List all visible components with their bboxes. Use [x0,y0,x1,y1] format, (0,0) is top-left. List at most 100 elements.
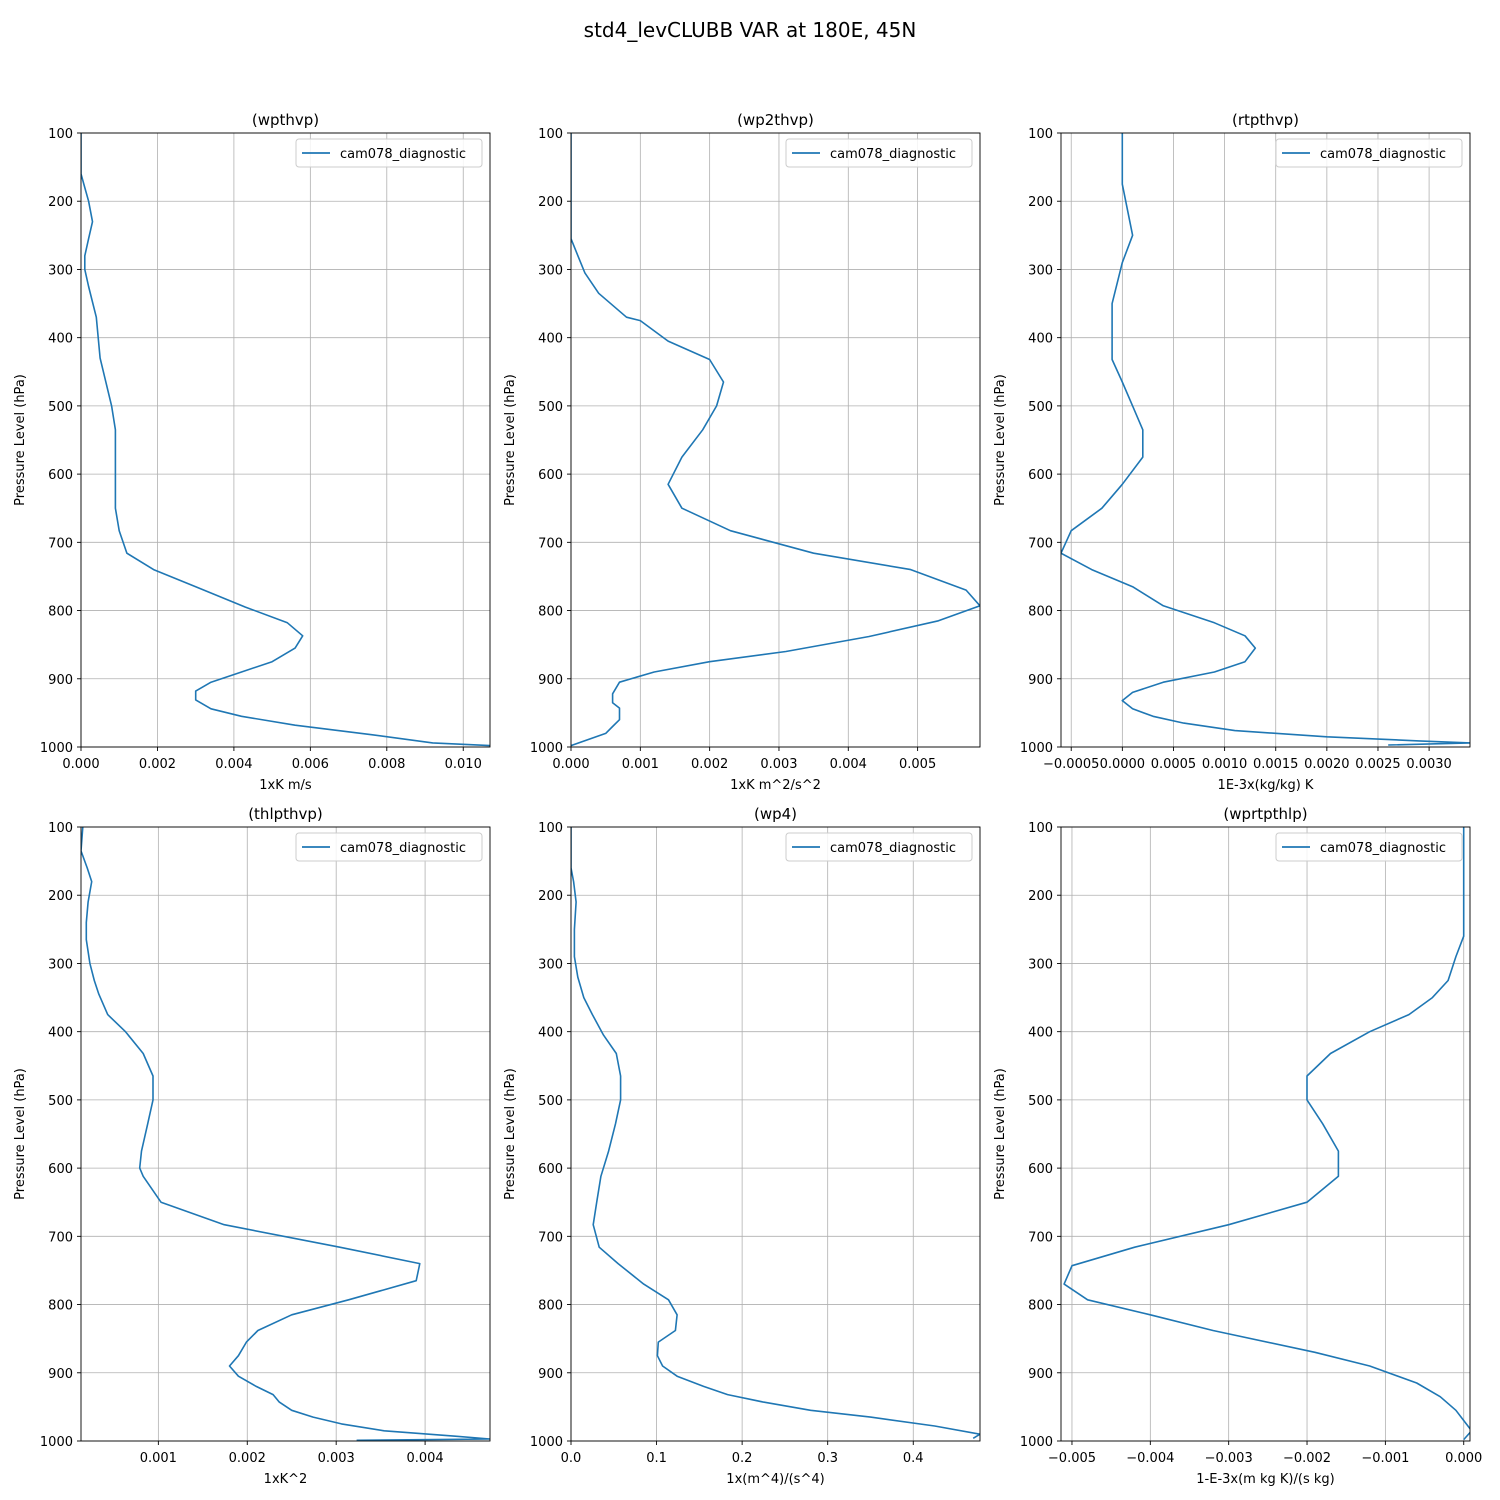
subplot-title: (wprtpthlp) [1223,805,1307,823]
y-tick-label: 800 [538,1299,563,1314]
y-tick-label: 200 [48,195,73,210]
y-tick-label: 300 [538,263,563,278]
x-tick-label: 0.004 [406,1451,443,1466]
x-tick-label: 0.002 [139,757,176,772]
y-tick-label: 100 [48,127,73,142]
x-tick-label: 0.0 [561,1451,582,1466]
x-tick-label: 0.006 [292,757,329,772]
x-tick-label: 0.0020 [1304,757,1350,772]
y-tick-label: 100 [538,821,563,836]
axes-frame [1060,826,1471,1442]
x-axis-label: 1-E-3x(m kg K)/(s kg) [1196,1472,1334,1487]
series-line-1 [571,827,980,1439]
y-tick-label: 800 [538,605,563,620]
y-tick-label: 700 [48,1230,73,1245]
y-tick-label: 700 [538,1230,563,1245]
y-tick-label: 800 [48,605,73,620]
legend-box [785,832,973,862]
y-tick-label: 700 [1028,536,1053,551]
x-tick-label: 0.000 [62,757,99,772]
x-tick-label: 0.0005 [1151,757,1197,772]
x-tick-label: 0.0025 [1355,757,1401,772]
x-axis-label: 1x(m^4)/(s^4) [726,1472,824,1487]
y-tick-label: 600 [538,468,563,483]
y-tick-label: 300 [538,957,563,972]
legend-label: cam078_diagnostic [1320,841,1446,856]
y-tick-label: 400 [538,1026,563,1041]
y-tick-label: 900 [48,1367,73,1382]
y-tick-label: 700 [48,536,73,551]
legend-label: cam078_diagnostic [830,841,956,856]
y-tick-label: 600 [48,468,73,483]
x-tick-label: 0.000 [552,757,589,772]
y-axis-label: Pressure Level (hPa) [503,374,518,506]
y-axis-label: Pressure Level (hPa) [993,374,1008,506]
legend: cam078_diagnostic [1275,832,1463,862]
axes-frame [80,132,491,748]
y-tick-label: 800 [1028,605,1053,620]
x-tick-label: 0.0030 [1406,757,1452,772]
subplot-4: 0.001 0.002 0.003 0.004 100 200 300 400 500 600 70… [13,805,491,1487]
x-axis-label: 1E-3x(kg/kg) K [1218,778,1314,793]
x-tick-label: 0.004 [830,757,867,772]
x-tick-label: 0.4 [903,1451,924,1466]
y-axis-label: Pressure Level (hPa) [503,1068,518,1200]
x-tick-label: 0.002 [229,1451,266,1466]
x-tick-label: 0.003 [760,757,797,772]
subplot-title: (thlpthvp) [248,805,323,823]
y-tick-label: 600 [538,1162,563,1177]
y-tick-label: 900 [538,1367,563,1382]
figure-title: std4_levCLUBB VAR at 180E, 45N [584,18,917,42]
y-tick-label: 100 [1028,127,1053,142]
y-tick-label: 600 [48,1162,73,1177]
y-tick-label: 200 [538,889,563,904]
axes-frame [1060,132,1471,748]
y-tick-label: 400 [1028,1026,1053,1041]
x-tick-label: 0.008 [368,757,405,772]
y-tick-label: 1000 [1020,741,1053,756]
y-tick-label: 700 [1028,1230,1053,1245]
subplot-3: −0.0005 0.0000 0.0005 0.0010 0.0015 0.0020 0.0… [993,111,1471,793]
y-axis-label: Pressure Level (hPa) [13,374,28,506]
legend-box [1275,832,1463,862]
y-tick-label: 100 [1028,821,1053,836]
y-tick-label: 500 [48,400,73,415]
y-tick-label: 900 [48,673,73,688]
legend: cam078_diagnostic [295,138,483,168]
x-axis-label: 1xK^2 [264,1472,308,1487]
y-tick-label: 100 [538,127,563,142]
y-tick-label: 1000 [40,741,73,756]
subplot-title: (wp4) [754,805,797,823]
x-tick-label: −0.003 [1205,1451,1253,1466]
subplot-title: (wpthvp) [252,111,319,129]
y-tick-label: 800 [1028,1299,1053,1314]
legend-box [295,138,483,168]
x-tick-label: 0.2 [732,1451,753,1466]
x-tick-label: −0.005 [1048,1451,1096,1466]
legend: cam078_diagnostic [1275,138,1463,168]
legend-label: cam078_diagnostic [340,147,466,162]
y-tick-label: 100 [48,821,73,836]
legend-label: cam078_diagnostic [830,147,956,162]
y-tick-label: 200 [1028,195,1053,210]
y-tick-label: 700 [538,536,563,551]
axes-frame [570,826,981,1442]
x-tick-label: 0.0010 [1202,757,1248,772]
y-tick-label: 900 [1028,1367,1053,1382]
y-tick-label: 500 [538,1094,563,1109]
y-tick-label: 1000 [530,741,563,756]
legend: cam078_diagnostic [785,832,973,862]
legend-box [1275,138,1463,168]
y-tick-label: 600 [1028,468,1053,483]
y-tick-label: 900 [1028,673,1053,688]
series-line-1 [571,133,980,747]
y-tick-label: 1000 [40,1435,73,1450]
subplot-2: 0.000 0.001 0.002 0.003 0.004 0.005 100 200 300 4… [503,111,981,793]
legend-box [785,138,973,168]
y-axis-label: Pressure Level (hPa) [993,1068,1008,1200]
x-tick-label: 0.0000 [1100,757,1146,772]
y-tick-label: 900 [538,673,563,688]
y-tick-label: 300 [48,263,73,278]
y-axis-label: Pressure Level (hPa) [13,1068,28,1200]
